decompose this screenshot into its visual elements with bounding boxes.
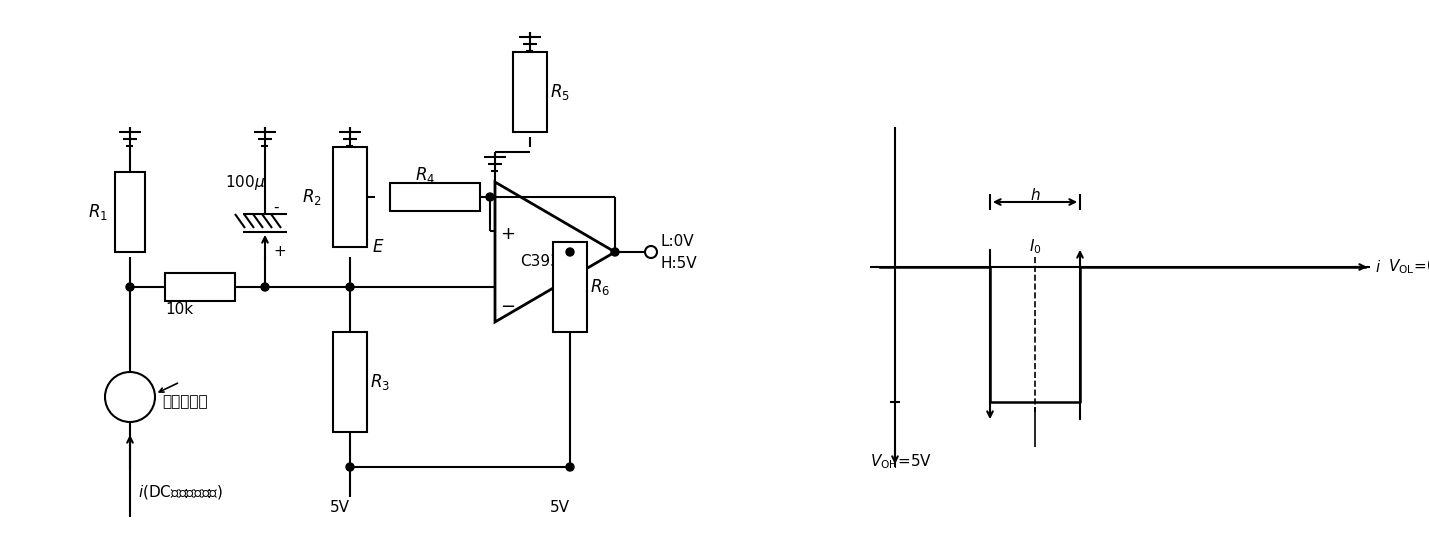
Text: $100\mu$: $100\mu$ xyxy=(224,173,266,192)
Text: $R_2$: $R_2$ xyxy=(302,187,322,207)
Text: $V_\mathrm{OL}$=0V: $V_\mathrm{OL}$=0V xyxy=(1388,258,1429,276)
Circle shape xyxy=(486,193,494,201)
Text: $-$: $-$ xyxy=(500,296,514,314)
Text: $E$: $E$ xyxy=(372,238,384,256)
Text: $R_1$: $R_1$ xyxy=(89,202,109,222)
Circle shape xyxy=(104,372,154,422)
Bar xyxy=(164,273,234,301)
Circle shape xyxy=(262,283,269,291)
Text: $V_\mathrm{OH}$=5V: $V_\mathrm{OH}$=5V xyxy=(870,453,932,471)
Circle shape xyxy=(644,246,657,258)
Text: $R_3$: $R_3$ xyxy=(370,372,390,392)
Text: +: + xyxy=(273,245,286,260)
Bar xyxy=(333,332,367,432)
Text: 5V: 5V xyxy=(330,500,350,515)
Text: $i$(DC电动机的电流): $i$(DC电动机的电流) xyxy=(139,483,223,501)
Text: 5V: 5V xyxy=(550,500,570,515)
Circle shape xyxy=(126,283,134,291)
Circle shape xyxy=(612,248,619,256)
Text: 除去噪声用: 除去噪声用 xyxy=(161,394,207,409)
Text: 10k: 10k xyxy=(164,302,193,317)
Bar xyxy=(513,52,547,132)
Circle shape xyxy=(566,463,574,471)
Bar xyxy=(390,183,480,211)
Text: $R_6$: $R_6$ xyxy=(590,277,610,297)
Text: $i$: $i$ xyxy=(1375,259,1382,275)
Text: $+$: $+$ xyxy=(500,225,514,243)
Text: H:5V: H:5V xyxy=(662,257,697,271)
Circle shape xyxy=(566,248,574,256)
Text: C393: C393 xyxy=(520,255,560,270)
Bar xyxy=(333,147,367,247)
Text: -: - xyxy=(273,199,279,214)
Text: $R_4$: $R_4$ xyxy=(414,165,436,185)
Text: $h$: $h$ xyxy=(1030,187,1040,203)
Text: $R_5$: $R_5$ xyxy=(550,82,570,102)
Text: $I_0$: $I_0$ xyxy=(1029,237,1042,256)
Circle shape xyxy=(346,283,354,291)
Text: L:0V: L:0V xyxy=(662,234,694,250)
Bar xyxy=(553,242,587,332)
Bar xyxy=(114,172,144,252)
Circle shape xyxy=(346,463,354,471)
